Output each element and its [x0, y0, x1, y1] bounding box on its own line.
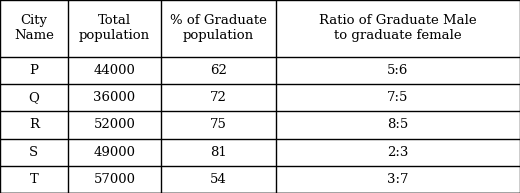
Text: 54: 54 [210, 173, 227, 186]
Text: City
Name: City Name [14, 14, 54, 42]
Text: 36000: 36000 [93, 91, 136, 104]
Text: 7:5: 7:5 [387, 91, 409, 104]
Text: 3:7: 3:7 [387, 173, 409, 186]
Text: 5:6: 5:6 [387, 64, 409, 77]
Text: 8:5: 8:5 [387, 119, 408, 131]
Text: % of Graduate
population: % of Graduate population [170, 14, 267, 42]
Text: Q: Q [29, 91, 39, 104]
Text: 2:3: 2:3 [387, 146, 409, 159]
Text: 62: 62 [210, 64, 227, 77]
Text: R: R [29, 119, 39, 131]
Text: P: P [29, 64, 38, 77]
Text: 44000: 44000 [94, 64, 135, 77]
Text: 49000: 49000 [94, 146, 135, 159]
Text: S: S [29, 146, 38, 159]
Text: T: T [30, 173, 38, 186]
Text: 81: 81 [210, 146, 227, 159]
Text: 57000: 57000 [94, 173, 135, 186]
Text: 52000: 52000 [94, 119, 135, 131]
Text: 72: 72 [210, 91, 227, 104]
Text: Total
population: Total population [79, 14, 150, 42]
Text: Ratio of Graduate Male
to graduate female: Ratio of Graduate Male to graduate femal… [319, 14, 477, 42]
Text: 75: 75 [210, 119, 227, 131]
